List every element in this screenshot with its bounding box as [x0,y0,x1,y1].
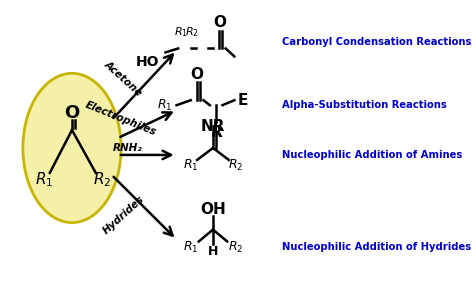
Text: Nucleophilic Addition of Amines: Nucleophilic Addition of Amines [282,150,462,160]
Text: $R_2$: $R_2$ [228,240,243,255]
Text: OH: OH [200,202,226,217]
Text: NR: NR [201,119,225,134]
Text: HO: HO [136,55,159,69]
Text: E: E [237,93,248,108]
Text: $R_1$: $R_1$ [157,98,173,113]
Text: $R_2$: $R_2$ [93,170,111,189]
Text: Carbonyl Condensation Reactions: Carbonyl Condensation Reactions [282,37,471,47]
Text: O: O [191,67,204,82]
Text: H: H [208,245,218,258]
Text: RNH₂: RNH₂ [112,143,142,153]
Text: $R_1$: $R_1$ [35,170,54,189]
Text: R: R [210,125,222,140]
Text: $R_2$: $R_2$ [185,26,200,39]
Ellipse shape [23,73,121,223]
Text: O: O [64,104,80,122]
Text: $R_1$: $R_1$ [183,158,199,173]
Text: Nucleophilic Addition of Hydrides: Nucleophilic Addition of Hydrides [282,243,471,253]
Text: O: O [213,15,226,30]
Text: $R_1$: $R_1$ [183,240,199,255]
Text: Hydrides: Hydrides [101,194,146,236]
Text: $R_2$: $R_2$ [228,158,243,173]
Text: Acetone: Acetone [102,59,145,98]
Text: Electrophiles: Electrophiles [84,99,158,137]
Text: Alpha-Substitution Reactions: Alpha-Substitution Reactions [282,100,447,110]
Text: $R_1$: $R_1$ [173,26,188,39]
